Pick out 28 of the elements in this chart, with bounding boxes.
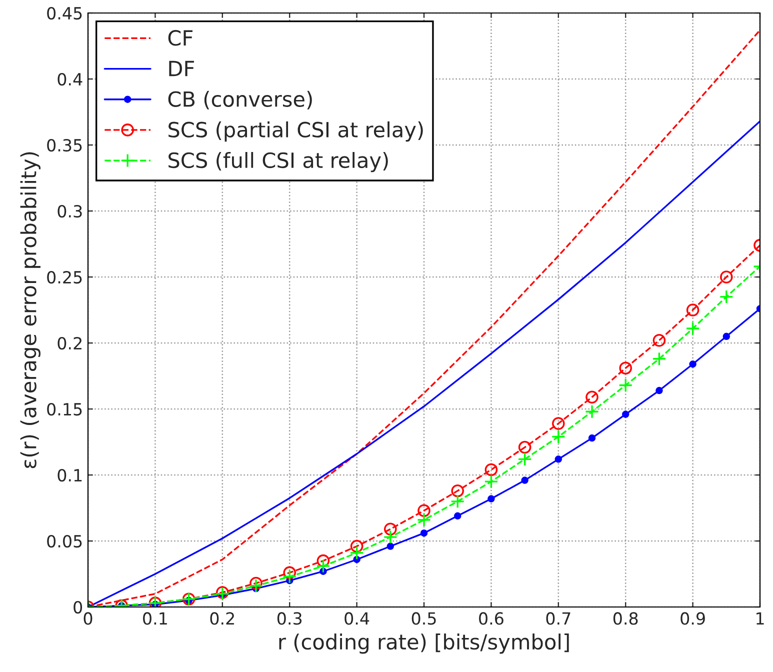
x-tick-label: 0.4 <box>344 612 370 625</box>
legend-label: CB (converse) <box>168 90 312 110</box>
y-axis-title: ε(r) (average error probability) <box>20 152 40 468</box>
x-tick-label: 0.2 <box>210 612 234 625</box>
x-tick-label: 0.5 <box>412 612 436 625</box>
legend-label: CF <box>168 30 192 46</box>
y-tick-label: 0 <box>74 600 82 614</box>
y-tick-label: 0.35 <box>47 138 82 152</box>
legend-label: SCS (full CSI at relay) <box>168 152 388 172</box>
y-tick-label: 0.2 <box>58 336 82 350</box>
y-tick-label: 0.1 <box>58 468 82 482</box>
x-tick-label: 0.3 <box>277 612 302 625</box>
y-tick-label: 0.3 <box>58 204 82 218</box>
y-tick-label: 0.05 <box>47 534 82 548</box>
x-tick-label: 0 <box>84 612 92 625</box>
x-tick-label: 1 <box>756 612 764 625</box>
x-tick-label: 0.6 <box>479 612 504 625</box>
x-tick-label: 0.1 <box>143 612 167 625</box>
x-tick-label: 0.7 <box>546 612 570 625</box>
legend-label: SCS (partial CSI at relay) <box>168 121 423 142</box>
y-tick-label: 0.25 <box>47 270 82 284</box>
x-axis-title: r (coding rate) [bits/symbol] <box>279 634 569 654</box>
x-tick-label: 0.8 <box>613 612 638 625</box>
y-tick-label: 0.15 <box>47 402 82 416</box>
x-tick-label: 0.9 <box>680 612 705 625</box>
y-tick-label: 0.4 <box>58 72 82 86</box>
y-tick-label: 0.45 <box>47 6 82 20</box>
legend-label: DF <box>169 60 194 76</box>
